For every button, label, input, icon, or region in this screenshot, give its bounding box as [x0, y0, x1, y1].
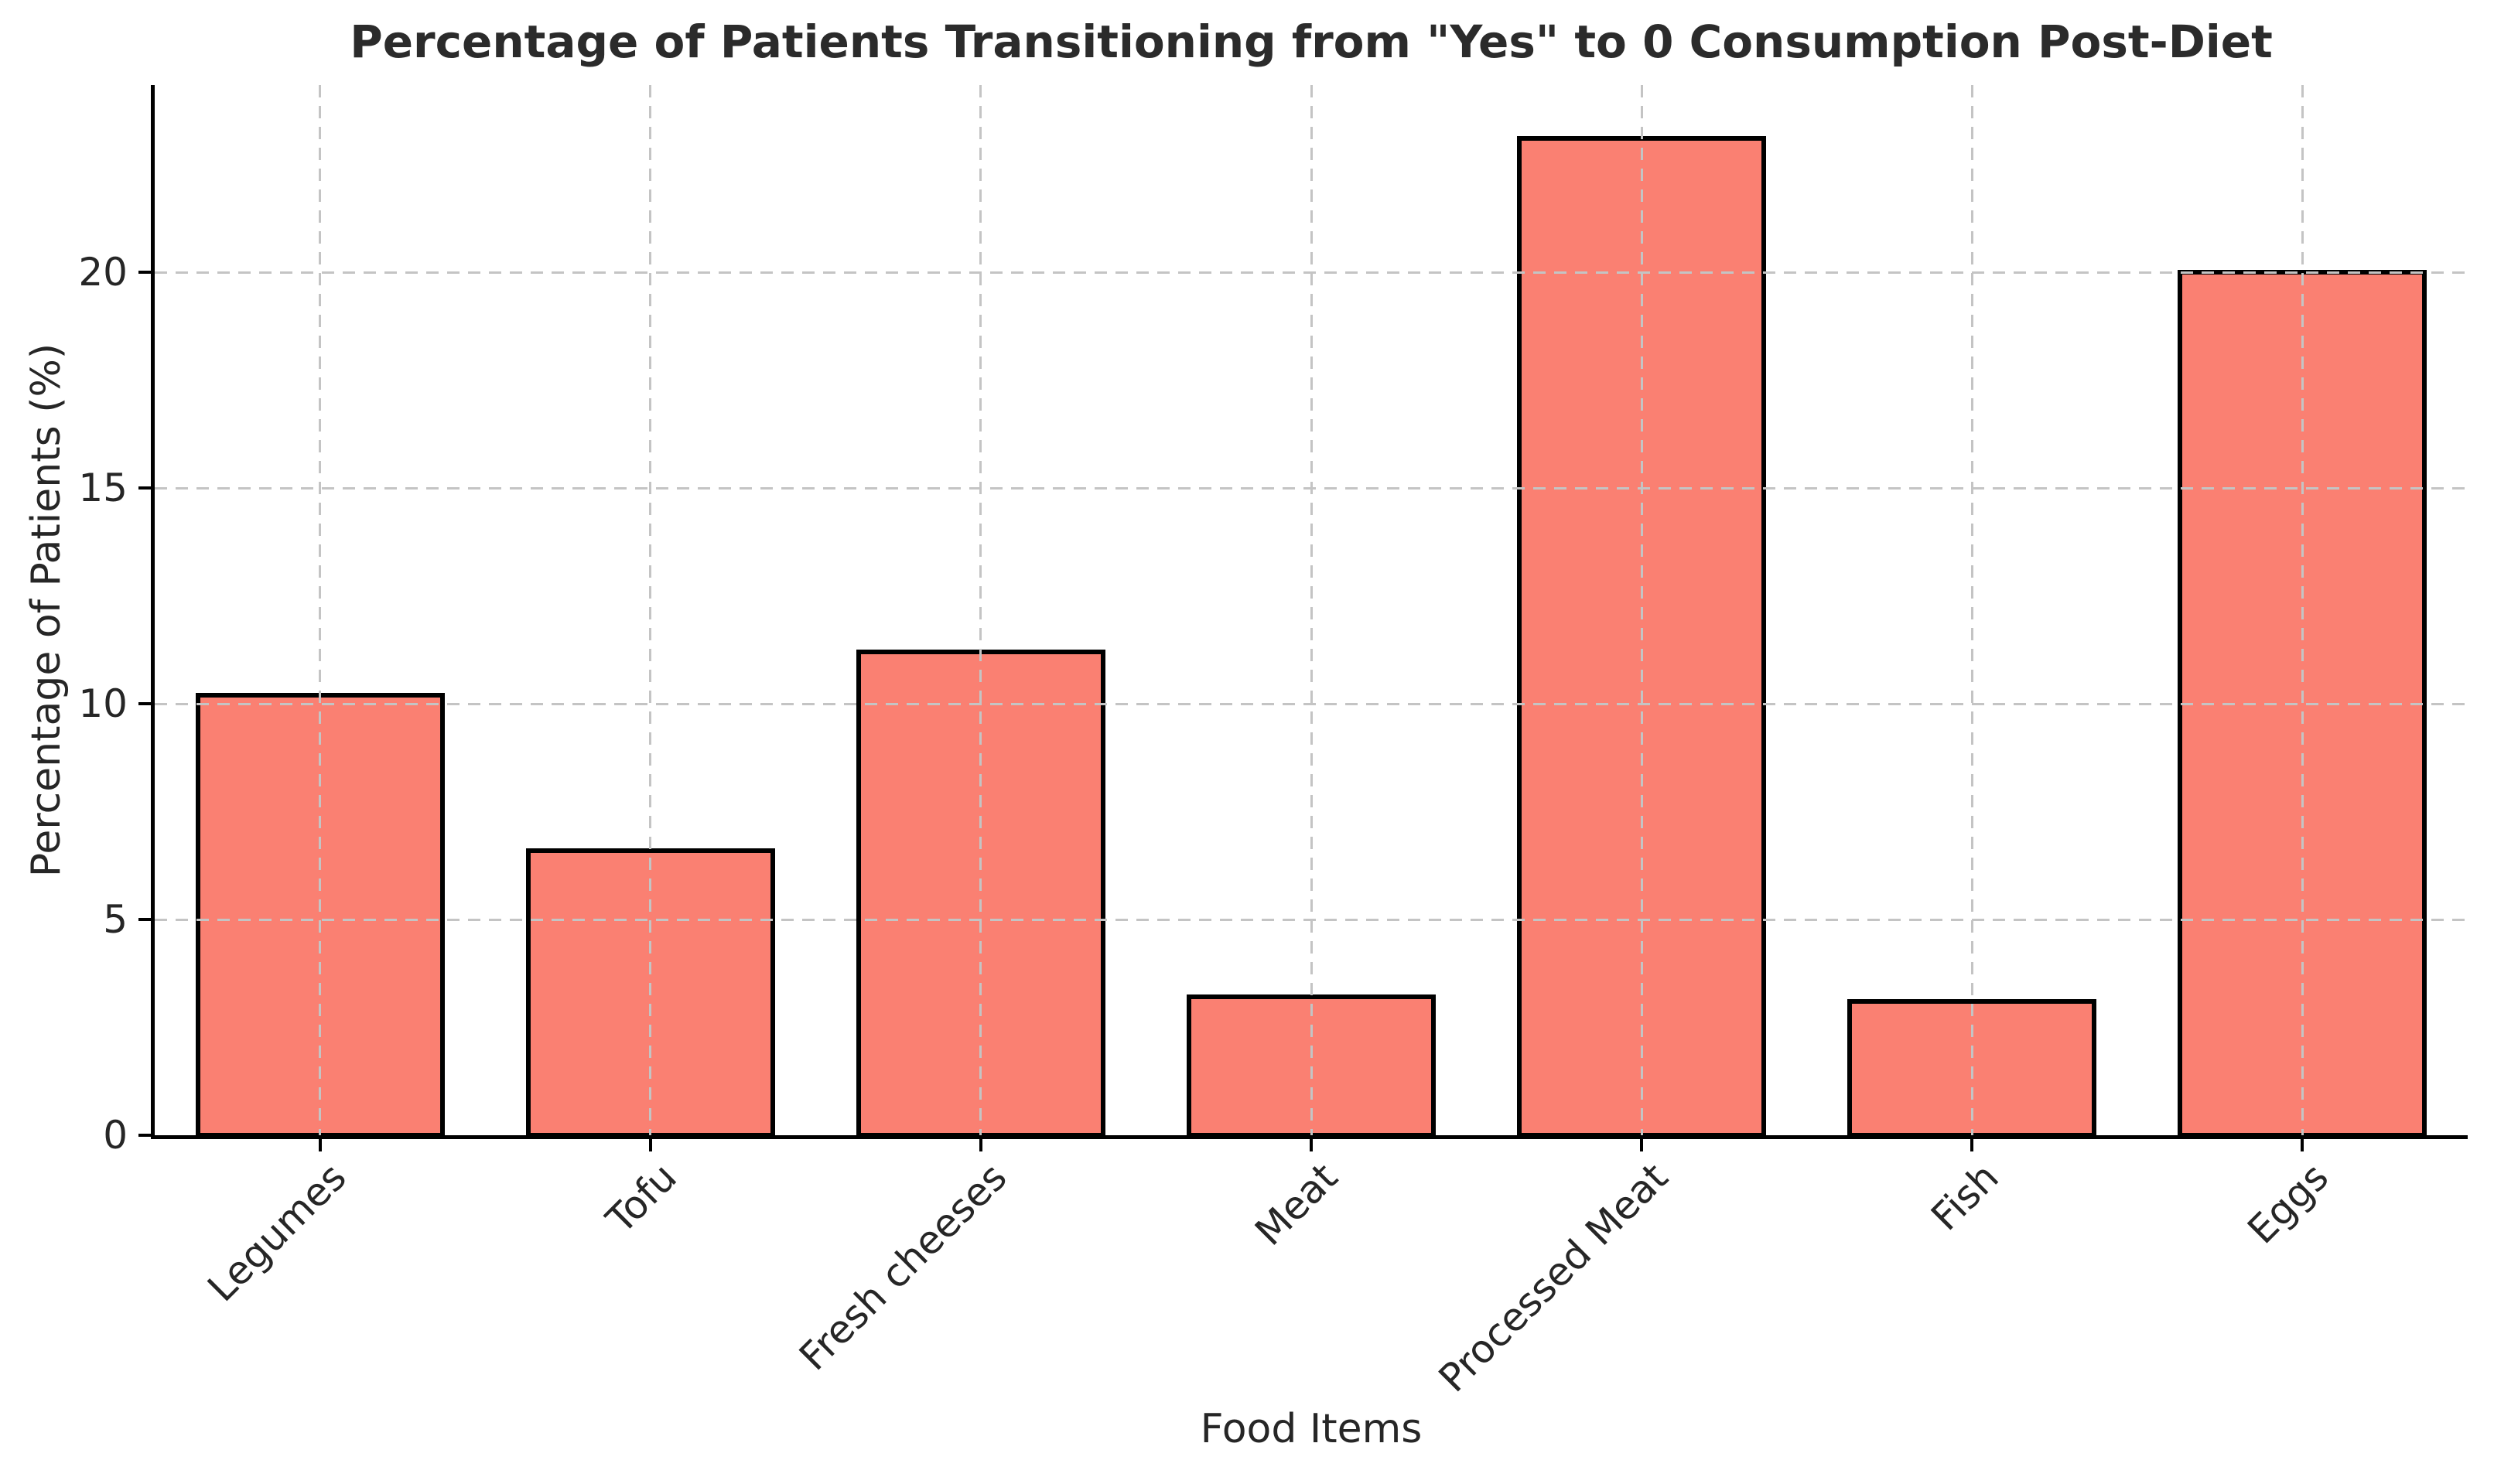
- y-tick-mark: [138, 486, 151, 490]
- x-tick-label: Legumes: [199, 1155, 355, 1311]
- v-gridline: [319, 85, 322, 1135]
- x-tick-label: Eggs: [2239, 1155, 2338, 1253]
- y-tick-label: 0: [103, 1113, 128, 1158]
- x-tick-label: Fresh cheeses: [791, 1155, 1016, 1380]
- y-axis-label: Percentage of Patients (%): [23, 343, 70, 878]
- v-gridline: [1640, 85, 1643, 1135]
- v-gridline: [1970, 85, 1973, 1135]
- y-axis-spine: [151, 85, 155, 1139]
- y-tick-label: 15: [78, 466, 128, 511]
- x-tick-mark: [1970, 1139, 1974, 1151]
- y-tick-mark: [138, 918, 151, 922]
- y-tick-label: 10: [78, 681, 128, 727]
- x-tick-label: Tofu: [597, 1155, 685, 1243]
- x-axis-spine: [151, 1135, 2468, 1139]
- x-tick-mark: [979, 1139, 982, 1151]
- x-tick-label: Fish: [1922, 1155, 2007, 1240]
- v-gridline: [1310, 85, 1313, 1135]
- x-axis-label: Food Items: [1200, 1406, 1423, 1452]
- x-tick-mark: [1310, 1139, 1313, 1151]
- y-tick-mark: [138, 1134, 151, 1137]
- y-tick-label: 5: [103, 897, 128, 943]
- x-tick-mark: [1640, 1139, 1644, 1151]
- x-tick-mark: [318, 1139, 322, 1151]
- v-gridline: [649, 85, 652, 1135]
- y-tick-mark: [138, 271, 151, 275]
- x-tick-label: Processed Meat: [1430, 1155, 1677, 1401]
- v-gridline: [2301, 85, 2304, 1135]
- x-tick-mark: [648, 1139, 652, 1151]
- x-tick-label: Meat: [1246, 1155, 1347, 1254]
- y-tick-mark: [138, 702, 151, 706]
- chart-title: Percentage of Patients Transitioning fro…: [350, 15, 2273, 68]
- x-tick-mark: [2301, 1139, 2304, 1151]
- v-gridline: [979, 85, 982, 1135]
- y-tick-label: 20: [78, 250, 128, 295]
